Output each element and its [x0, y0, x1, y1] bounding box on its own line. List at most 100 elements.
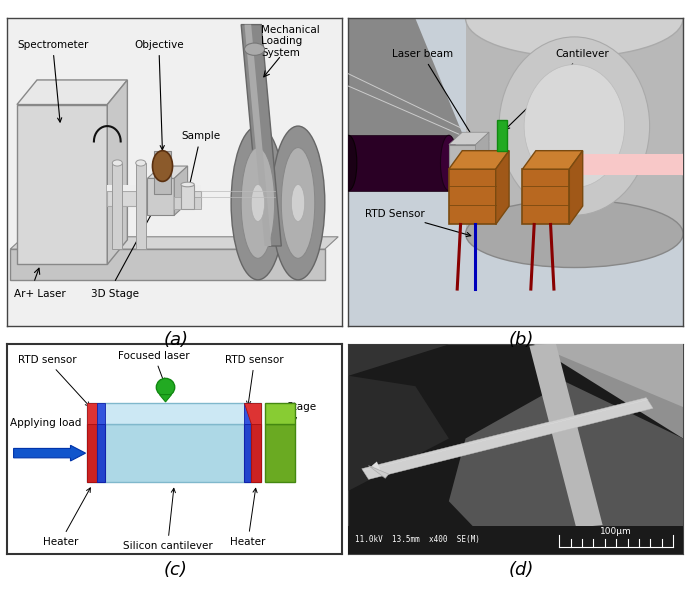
Text: (c): (c) [164, 561, 188, 579]
Polygon shape [244, 403, 262, 424]
Text: Stage: Stage [282, 402, 317, 450]
Bar [348, 526, 683, 554]
Polygon shape [348, 18, 466, 141]
Polygon shape [10, 237, 338, 249]
Bar [556, 154, 683, 175]
Polygon shape [449, 151, 509, 169]
Polygon shape [108, 80, 128, 264]
Text: RTD Sensor: RTD Sensor [365, 209, 471, 237]
Ellipse shape [181, 182, 195, 187]
Polygon shape [159, 395, 172, 402]
Text: 11.0kV  13.5mm  x400  SE(M): 11.0kV 13.5mm x400 SE(M) [355, 536, 480, 544]
Polygon shape [522, 151, 582, 169]
Polygon shape [17, 105, 108, 264]
Bar [244, 424, 251, 482]
Bar [466, 18, 683, 234]
Text: Spectrometer: Spectrometer [17, 40, 88, 122]
Bar [108, 191, 201, 206]
Ellipse shape [675, 154, 690, 175]
Polygon shape [17, 80, 128, 105]
Bar [175, 197, 201, 209]
Ellipse shape [466, 200, 683, 268]
Polygon shape [348, 376, 449, 491]
Polygon shape [449, 382, 683, 554]
Polygon shape [529, 343, 602, 528]
Bar [449, 145, 475, 181]
Polygon shape [495, 151, 509, 224]
Polygon shape [348, 344, 449, 376]
Ellipse shape [524, 65, 624, 188]
Text: Ar+ Laser: Ar+ Laser [14, 289, 66, 299]
Polygon shape [475, 132, 489, 181]
Ellipse shape [231, 126, 285, 280]
Text: 3D Stage: 3D Stage [90, 289, 139, 299]
Bar [87, 424, 262, 482]
Polygon shape [175, 166, 188, 215]
Polygon shape [148, 166, 188, 178]
Text: (d): (d) [509, 561, 533, 579]
Ellipse shape [549, 154, 562, 175]
Bar [148, 178, 175, 215]
Bar [264, 424, 295, 482]
Text: Heater: Heater [230, 488, 266, 547]
Text: Objective: Objective [134, 40, 184, 149]
Ellipse shape [440, 135, 457, 191]
Text: Applying load: Applying load [10, 418, 81, 428]
Text: (a): (a) [164, 331, 188, 349]
Ellipse shape [157, 378, 175, 396]
Text: Focused laser: Focused laser [118, 351, 190, 383]
Text: 100μm: 100μm [600, 527, 632, 536]
Polygon shape [372, 461, 380, 470]
Bar [522, 169, 569, 224]
Bar [154, 151, 171, 194]
Text: Silicon cantilever: Silicon cantilever [123, 488, 213, 551]
Text: (b): (b) [509, 331, 533, 349]
Bar [97, 424, 105, 482]
Polygon shape [449, 132, 489, 145]
Polygon shape [264, 403, 295, 424]
Polygon shape [97, 403, 105, 424]
Text: Laser beam: Laser beam [391, 49, 473, 138]
Bar [136, 163, 146, 249]
Ellipse shape [340, 135, 357, 191]
Polygon shape [533, 344, 683, 407]
Polygon shape [87, 403, 262, 424]
Polygon shape [244, 403, 251, 424]
Polygon shape [362, 398, 653, 479]
Ellipse shape [251, 184, 264, 221]
Bar [181, 184, 195, 209]
Polygon shape [449, 344, 683, 438]
Text: Heater 1: Heater 1 [549, 154, 621, 194]
Bar [112, 163, 122, 249]
Ellipse shape [282, 148, 315, 258]
Text: RTD sensor: RTD sensor [225, 355, 284, 405]
Bar [449, 169, 495, 224]
Polygon shape [244, 25, 271, 246]
Ellipse shape [291, 184, 305, 221]
Ellipse shape [499, 37, 650, 215]
Bar [10, 249, 325, 280]
Text: Sample: Sample [181, 132, 220, 190]
Polygon shape [241, 25, 282, 246]
Text: Mechanical
Loading
System: Mechanical Loading System [262, 25, 320, 58]
Ellipse shape [112, 160, 122, 166]
Polygon shape [363, 399, 649, 471]
Polygon shape [108, 184, 201, 191]
Polygon shape [569, 151, 582, 224]
Ellipse shape [244, 43, 264, 55]
Ellipse shape [271, 126, 325, 280]
Bar [348, 135, 449, 191]
Text: RTD sensor: RTD sensor [18, 355, 90, 407]
Text: Cantilever: Cantilever [505, 49, 609, 129]
Bar [497, 120, 507, 151]
Bar [251, 424, 262, 482]
Ellipse shape [136, 160, 146, 166]
Text: Heater 2: Heater 2 [362, 154, 469, 196]
Bar [87, 424, 97, 482]
Polygon shape [368, 466, 388, 478]
Polygon shape [87, 403, 97, 424]
FancyArrow shape [14, 445, 86, 461]
Ellipse shape [152, 151, 172, 181]
Ellipse shape [241, 148, 275, 258]
Text: Heater: Heater [43, 488, 90, 547]
